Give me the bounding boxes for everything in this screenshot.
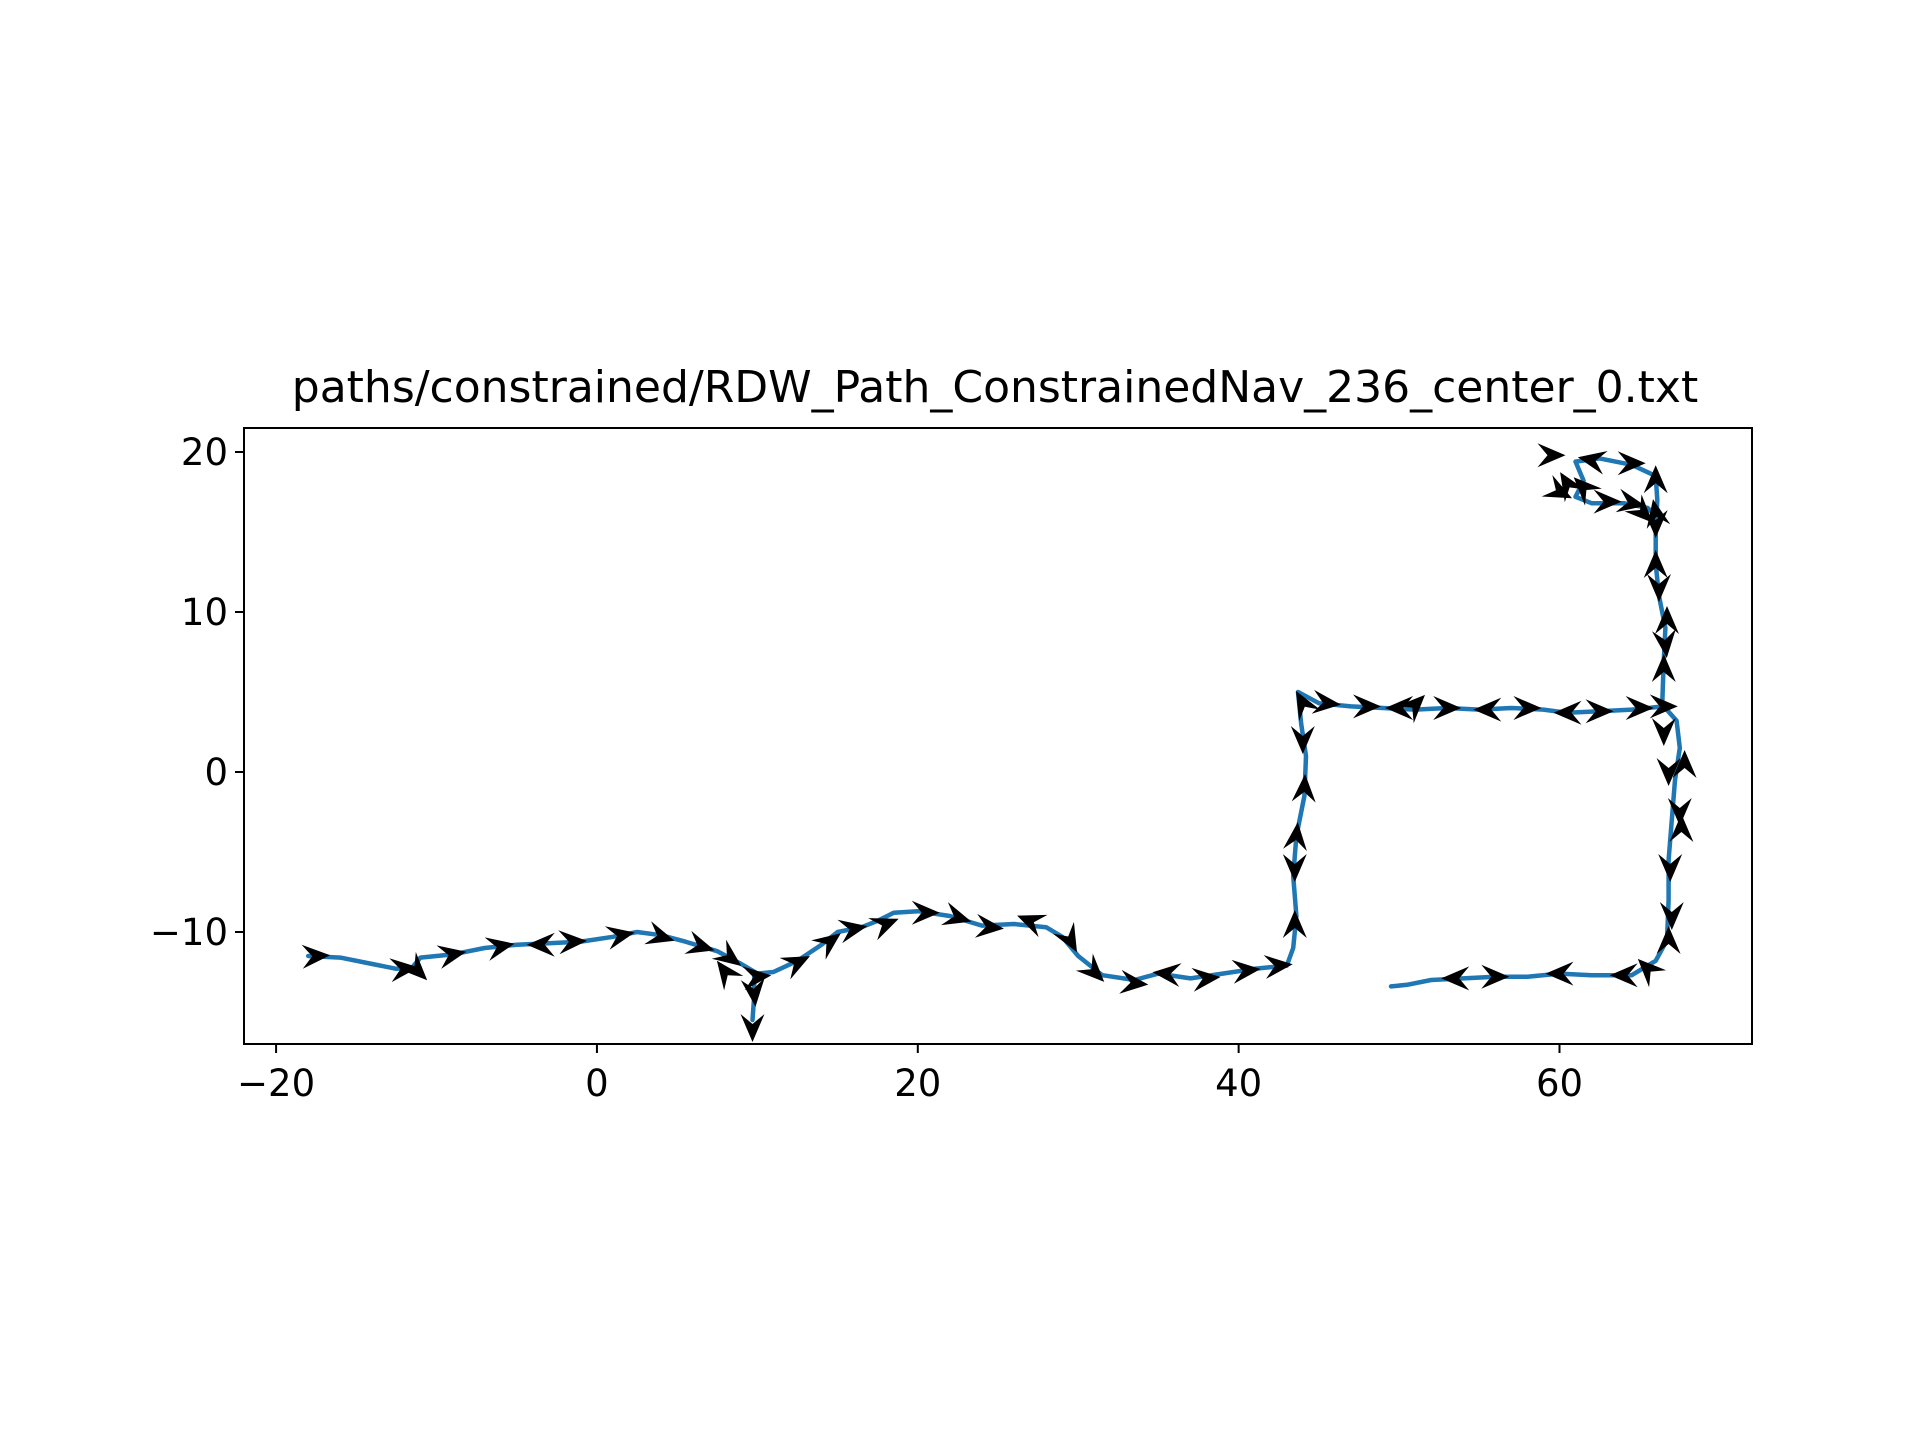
x-tick-label-3: 40: [1215, 1062, 1262, 1105]
direction-arrow-7: [604, 926, 635, 950]
direction-arrow-23: [1052, 921, 1077, 953]
x-tick-label-4: 60: [1536, 1062, 1583, 1105]
direction-arrow-38: [1385, 696, 1414, 720]
direction-arrow-42: [1513, 696, 1542, 720]
direction-arrow-13: [740, 977, 765, 1007]
direction-arrow-52: [1658, 854, 1683, 882]
direction-arrow-74: [1615, 488, 1646, 513]
direction-arrow-54: [1656, 926, 1681, 954]
direction-arrow-25: [1119, 969, 1149, 994]
direction-arrow-64: [1643, 550, 1668, 578]
direction-arrow-27: [1191, 967, 1221, 992]
direction-arrow-39: [1396, 694, 1425, 724]
direction-arrow-11: [716, 960, 744, 991]
y-tick-label-3: 20: [181, 431, 228, 474]
y-tick-label-1: 0: [204, 751, 228, 794]
direction-arrow-8: [644, 921, 675, 945]
direction-arrow-30: [1282, 910, 1307, 938]
direction-arrow-57: [1545, 961, 1574, 986]
direction-arrow-51: [1669, 814, 1694, 842]
direction-arrow-34: [1290, 726, 1315, 754]
direction-arrows: [301, 443, 1697, 1042]
direction-arrow-43: [1553, 700, 1582, 725]
direction-arrow-2: [398, 952, 428, 981]
direction-arrow-20: [941, 902, 972, 926]
direction-arrow-44: [1585, 699, 1614, 724]
axes-frame: [243, 427, 1753, 1045]
path-line-0: [305, 689, 1683, 989]
direction-arrow-73: [1593, 489, 1622, 514]
y-tick-label-0: −10: [150, 911, 228, 954]
direction-arrow-9: [684, 930, 715, 954]
direction-arrow-68: [1577, 451, 1608, 475]
direction-arrow-76: [1646, 499, 1671, 529]
direction-arrow-15: [779, 956, 810, 980]
direction-arrow-24: [1075, 953, 1105, 982]
direction-arrow-67: [1617, 451, 1646, 476]
direction-arrow-50: [1667, 798, 1692, 826]
direction-arrow-53: [1659, 902, 1684, 930]
direction-arrow-40: [1433, 696, 1462, 720]
direction-arrow-0: [301, 944, 331, 969]
direction-arrow-26: [1152, 963, 1182, 987]
direction-arrow-37: [1353, 694, 1381, 719]
chart-title: paths/constrained/RDW_Path_ConstrainedNa…: [292, 362, 1698, 413]
direction-arrow-32: [1283, 822, 1307, 852]
direction-arrow-72: [1541, 475, 1572, 499]
direction-arrow-58: [1481, 964, 1510, 989]
direction-arrow-31: [1282, 854, 1307, 882]
direction-arrow-17: [837, 919, 868, 944]
direction-arrow-5: [526, 932, 555, 957]
direction-arrow-28: [1231, 959, 1261, 984]
direction-arrow-14: [740, 1014, 765, 1042]
direction-arrow-4: [484, 937, 515, 961]
direction-arrow-62: [1655, 606, 1679, 634]
direction-arrow-35: [1296, 691, 1321, 722]
x-tick-label-1: 0: [585, 1062, 609, 1105]
direction-arrow-61: [1652, 628, 1676, 658]
direction-arrow-55: [1637, 958, 1667, 988]
direction-arrow-33: [1291, 774, 1316, 803]
direction-arrow-12: [742, 966, 772, 991]
direction-arrow-69: [1537, 443, 1566, 468]
direction-arrow-56: [1609, 963, 1638, 988]
y-axis: −10 0 10 20: [150, 431, 244, 954]
direction-arrow-16: [811, 933, 841, 960]
direction-arrow-21: [974, 913, 1004, 938]
direction-arrow-71: [1573, 477, 1602, 506]
x-tick-label-0: −20: [237, 1062, 315, 1105]
direction-arrow-18: [868, 918, 899, 941]
direction-arrow-29: [1263, 955, 1293, 979]
direction-arrow-59: [1441, 966, 1470, 991]
x-axis: −20 0 20 40 60: [237, 1044, 1583, 1105]
direction-arrow-60: [1651, 654, 1676, 682]
x-tick-label-2: 20: [894, 1062, 941, 1105]
direction-arrow-10: [711, 939, 742, 966]
direction-arrow-75: [1624, 494, 1653, 523]
y-tick-label-2: 10: [181, 591, 228, 634]
direction-arrow-3: [436, 945, 467, 969]
direction-arrow-22: [1017, 914, 1048, 938]
direction-arrow-41: [1473, 697, 1502, 722]
direction-arrow-6: [558, 930, 587, 955]
direction-arrow-19: [911, 900, 940, 925]
direction-arrow-66: [1643, 465, 1668, 494]
direction-arrow-36: [1311, 689, 1341, 714]
direction-arrow-63: [1647, 574, 1671, 602]
direction-arrow-45: [1625, 696, 1654, 720]
direction-arrow-46: [1649, 694, 1678, 719]
direction-arrow-47: [1651, 718, 1676, 746]
direction-arrow-49: [1672, 750, 1697, 778]
direction-arrow-48: [1656, 758, 1681, 786]
